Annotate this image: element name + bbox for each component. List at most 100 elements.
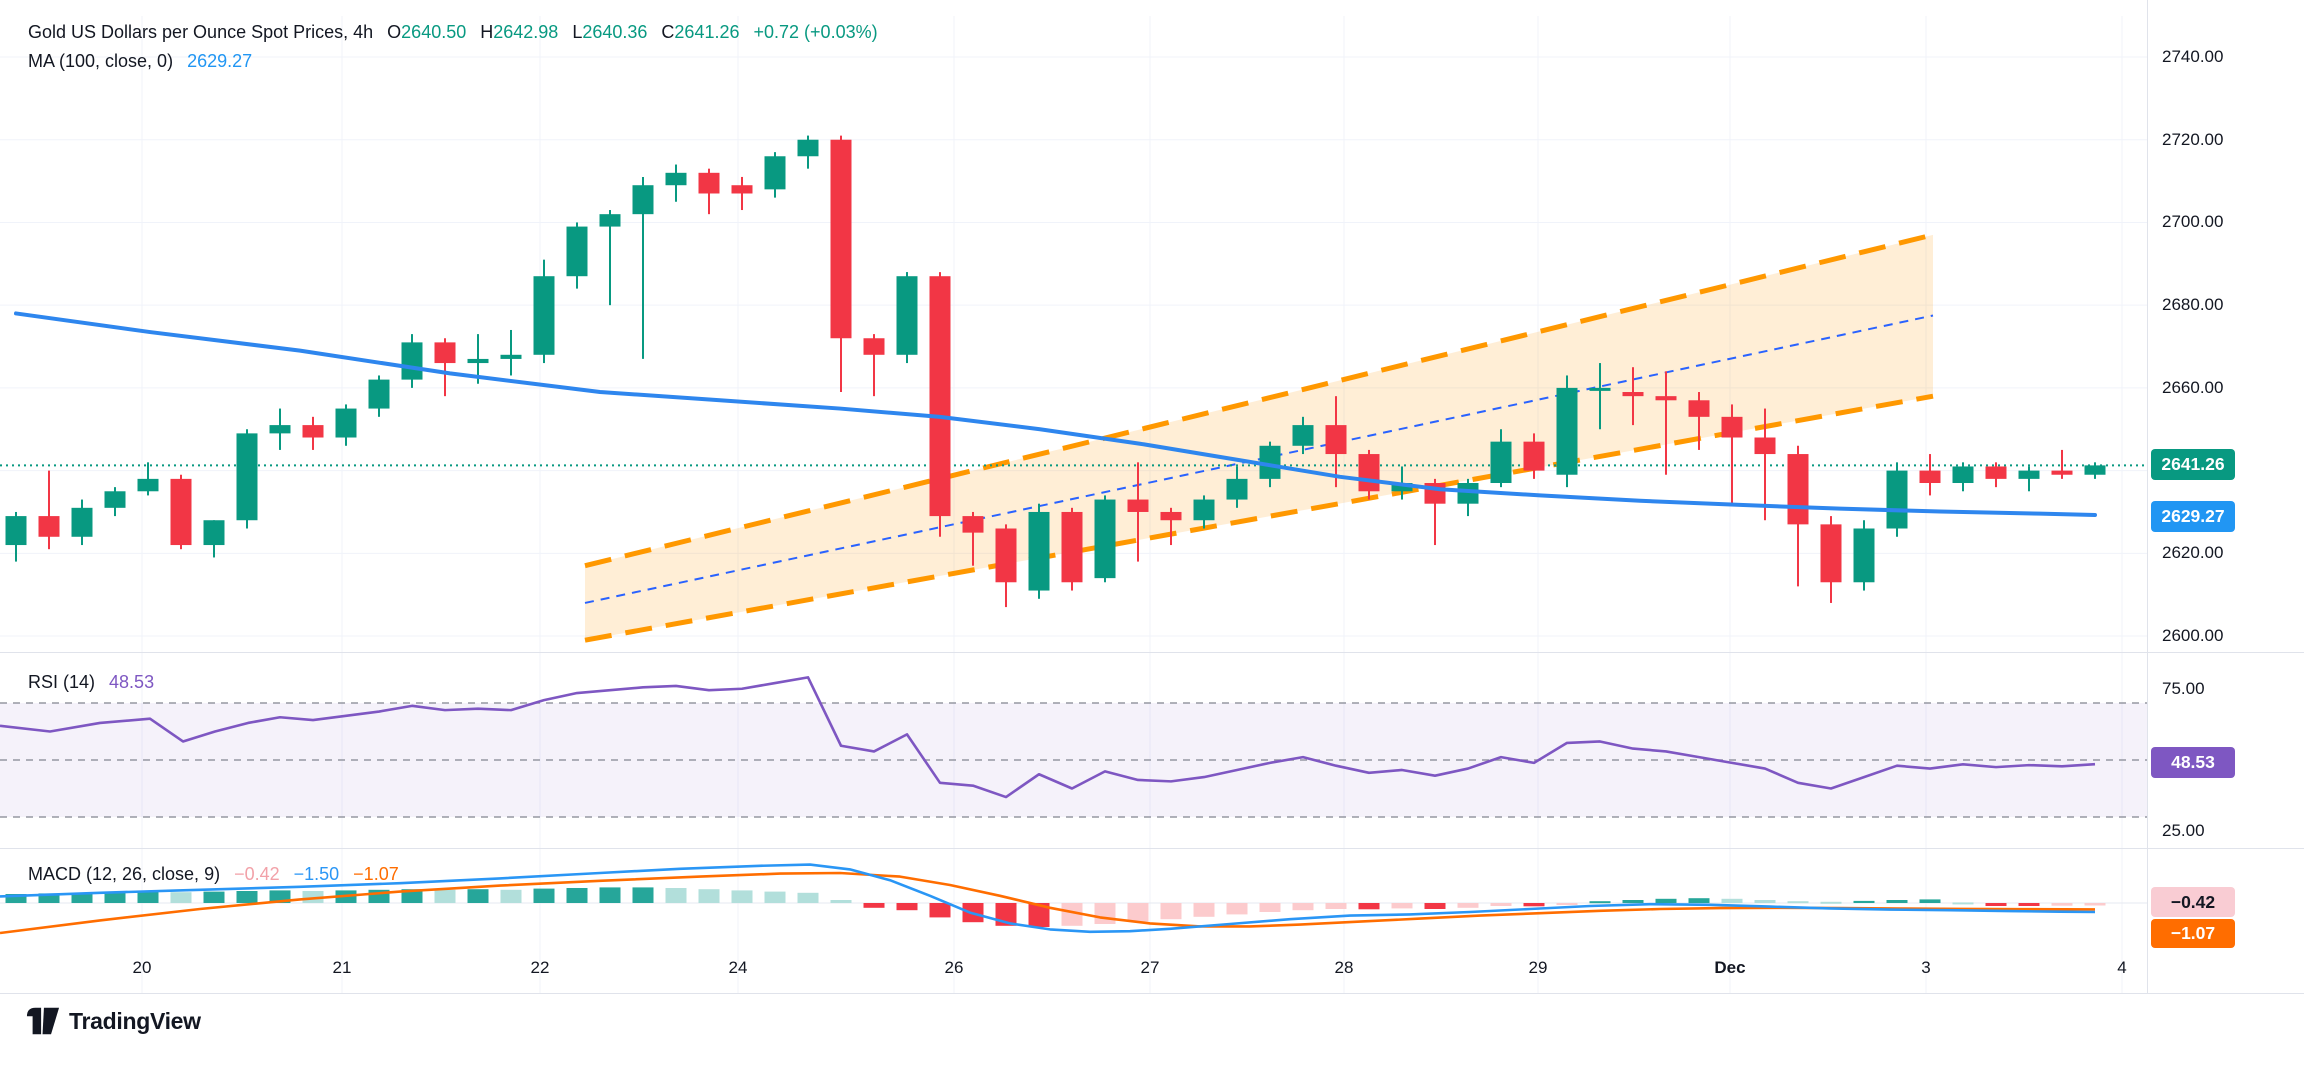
candle	[1094, 495, 1116, 583]
candle	[1457, 478, 1479, 517]
candle	[1919, 454, 1941, 496]
candle	[698, 168, 720, 215]
candle	[1985, 462, 2007, 488]
time-axis-label: 26	[944, 958, 964, 977]
candle	[335, 404, 357, 446]
candle	[1787, 445, 1809, 587]
symbol-header: Gold US Dollars per Ounce Spot Prices, 4…	[28, 22, 878, 43]
price-change: +0.72 (+0.03%)	[753, 22, 878, 42]
ma-indicator-header: MA (100, close, 0) 2629.27	[28, 51, 252, 72]
macd-line	[0, 863, 2096, 934]
candle	[962, 511, 984, 566]
time-axis-label: 21	[332, 958, 352, 977]
candle	[1523, 433, 1545, 479]
rsi-value: 48.53	[109, 672, 155, 692]
candle	[137, 462, 159, 496]
candle	[236, 429, 258, 529]
rsi-axis-label: 25.00	[2162, 821, 2205, 841]
time-axis-label: 29	[1528, 958, 1548, 977]
candle	[368, 375, 390, 417]
macd-indicator-header: MACD (12, 26, close, 9) −0.42 −1.50 −1.0…	[28, 864, 399, 885]
price-axis-label: 2700.00	[2162, 212, 2224, 232]
candle	[2084, 462, 2106, 479]
ohlc-open: O2640.50	[387, 22, 467, 42]
candle	[764, 152, 786, 198]
candle	[1292, 416, 1314, 455]
macd-hist-value: −0.42	[234, 864, 280, 884]
price-axis-label: 2740.00	[2162, 47, 2224, 66]
candle	[38, 470, 60, 550]
candle	[1622, 367, 1644, 426]
time-axis-label: 22	[530, 958, 550, 977]
panel-separators	[0, 0, 2304, 994]
candle	[1556, 375, 1578, 488]
candle	[1193, 495, 1215, 529]
candle	[1061, 507, 1083, 591]
rsi-line	[0, 676, 2096, 799]
candle	[1952, 462, 1974, 492]
rsi-badge: 48.53	[2151, 747, 2235, 778]
time-axis-label: Dec	[1714, 958, 1746, 977]
last-price-badge: 2641.26	[2151, 449, 2235, 480]
time-axis-label: 24	[728, 958, 748, 977]
candle	[1127, 462, 1149, 562]
candle	[1490, 429, 1512, 488]
price-axis-label: 2680.00	[2162, 295, 2224, 315]
macd-signal-badge: −1.07	[2151, 919, 2235, 948]
candle	[731, 176, 753, 211]
candle	[599, 210, 621, 306]
candle	[302, 416, 324, 450]
macd-histogram	[5, 887, 2106, 927]
price-axis-label: 2660.00	[2162, 377, 2224, 397]
candle	[269, 408, 291, 450]
candle	[203, 520, 225, 558]
candle	[71, 499, 93, 546]
price-axis-label: 2620.00	[2162, 543, 2224, 563]
candle	[1688, 392, 1710, 450]
candle	[1325, 396, 1347, 488]
candle	[797, 135, 819, 169]
candle	[1160, 507, 1182, 546]
candle	[896, 272, 918, 364]
macd-label: MACD (12, 26, close, 9)	[28, 864, 221, 884]
trend-channel	[584, 232, 1934, 643]
candle	[1226, 466, 1248, 508]
candle	[929, 272, 951, 537]
ma-label: MA (100, close, 0)	[28, 51, 174, 71]
candle	[1886, 462, 1908, 537]
candle	[1655, 371, 1677, 475]
time-axis-label: 3	[1921, 958, 1931, 977]
candle	[863, 334, 885, 397]
time-axis-label: 28	[1334, 958, 1354, 977]
macd-signal-value: −1.07	[353, 864, 399, 884]
tradingview-logo[interactable]: TradingView	[26, 1006, 201, 1036]
ma-price-badge: 2629.27	[2151, 501, 2235, 532]
candle	[170, 474, 192, 550]
candle	[632, 176, 654, 359]
candle	[2018, 466, 2040, 492]
macd-hist-badge: −0.42	[2151, 887, 2235, 917]
candle	[434, 338, 456, 397]
rsi-axis-label: 75.00	[2162, 678, 2205, 698]
symbol-title: Gold US Dollars per Ounce Spot Prices, 4…	[28, 22, 374, 42]
candle	[401, 334, 423, 388]
tradingview-logo-icon	[26, 1007, 60, 1035]
ohlc-high: H2642.98	[480, 22, 559, 42]
macd-line-value: −1.50	[293, 864, 340, 884]
ohlc-low: L2640.36	[572, 22, 648, 42]
candle	[1589, 363, 1611, 430]
candle	[665, 164, 687, 202]
time-axis-label: 27	[1140, 958, 1160, 977]
candle	[995, 524, 1017, 608]
candle	[533, 259, 555, 364]
candle	[2051, 449, 2073, 479]
ma-100-line	[14, 311, 2097, 517]
candles	[5, 135, 2106, 608]
price-axis-label: 2600.00	[2162, 626, 2224, 646]
candle	[1853, 520, 1875, 591]
candle	[104, 487, 126, 517]
tradingview-logo-text: TradingView	[69, 1007, 201, 1034]
candle	[830, 135, 852, 393]
